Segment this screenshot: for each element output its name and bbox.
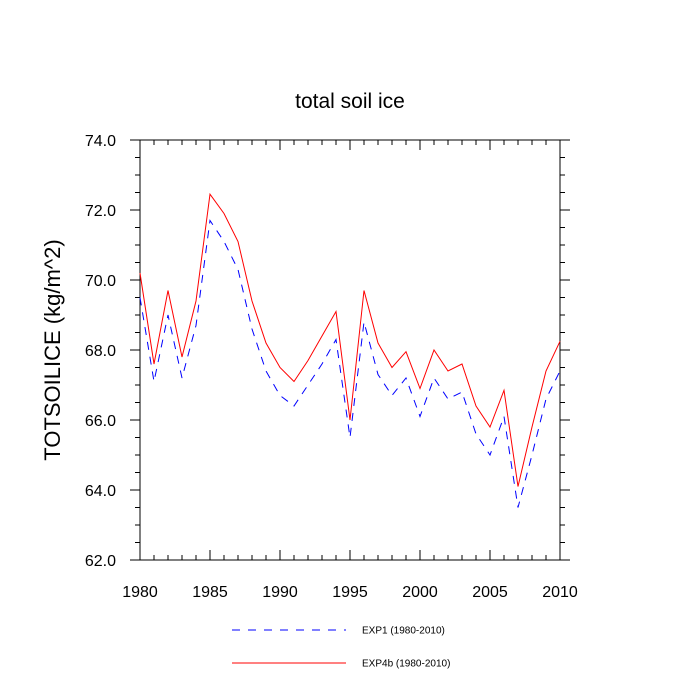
y-tick-label: 64.0 xyxy=(85,483,116,500)
y-tick-label: 68.0 xyxy=(85,343,116,360)
x-tick-label: 1980 xyxy=(122,584,158,601)
plot-frame xyxy=(139,139,561,561)
series-line-exp1 xyxy=(139,219,561,508)
x-tick-label: 1985 xyxy=(192,584,228,601)
x-tick-label: 2005 xyxy=(472,584,508,601)
x-tick-label: 2000 xyxy=(402,584,438,601)
y-tick-label: 70.0 xyxy=(85,273,116,290)
x-tick-label: 1990 xyxy=(262,584,298,601)
series-line-exp4b xyxy=(139,192,561,487)
x-tick-label: 1995 xyxy=(332,584,368,601)
x-tick-label: 2010 xyxy=(542,584,578,601)
series-layer xyxy=(139,192,561,508)
legend: EXP1 (1980-2010) EXP4b (1980-2010) xyxy=(232,626,450,670)
y-axis-label: TOTSOILICE (kg/m^2) xyxy=(40,239,65,461)
legend-label: EXP1 (1980-2010) xyxy=(362,626,445,637)
y-tick-label: 62.0 xyxy=(85,553,116,570)
chart-title: total soil ice xyxy=(295,90,405,113)
legend-label: EXP4b (1980-2010) xyxy=(362,659,450,670)
y-tick-label: 72.0 xyxy=(85,203,116,220)
y-tick-label: 66.0 xyxy=(85,413,116,430)
axis-ticks: 1980 1985 1990 1995 2000 2005 2010 62.0 64.0 66.0… xyxy=(85,133,578,601)
y-tick-label: 74.0 xyxy=(85,133,116,150)
